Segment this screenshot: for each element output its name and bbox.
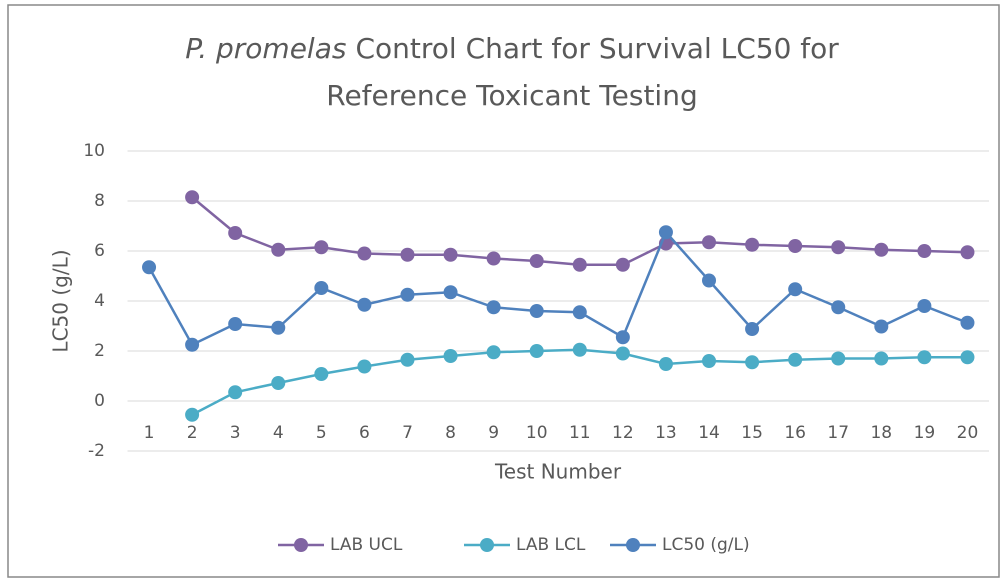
x-tick-label: 1 — [144, 423, 155, 443]
x-tick-label: 10 — [526, 423, 548, 443]
y-tick-label: 4 — [94, 291, 105, 311]
x-tick-label: 14 — [698, 423, 720, 443]
data-point — [529, 344, 544, 358]
data-point — [917, 350, 932, 365]
data-point — [486, 251, 501, 266]
data-point — [185, 190, 200, 205]
data-point — [745, 322, 760, 336]
x-tick-label: 4 — [273, 423, 284, 443]
data-point — [314, 240, 329, 255]
data-point — [357, 246, 372, 261]
data-point — [702, 235, 717, 250]
data-point — [615, 257, 630, 272]
title-line: Reference Toxicant Testing — [326, 79, 697, 112]
data-point — [572, 342, 587, 357]
data-point — [357, 297, 372, 312]
data-point — [917, 299, 932, 313]
title-part: Control Chart for Survival LC50 for — [355, 32, 839, 65]
x-tick-label: 20 — [957, 423, 979, 443]
data-point — [529, 254, 544, 268]
data-point — [142, 260, 157, 275]
data-point — [658, 225, 673, 240]
x-tick-label: 5 — [316, 423, 327, 443]
legend-label: LAB LCL — [516, 535, 586, 555]
data-point — [314, 281, 329, 295]
y-tick-label: 10 — [83, 141, 105, 161]
data-point — [874, 242, 889, 257]
data-point — [228, 317, 243, 331]
data-point — [486, 345, 501, 360]
data-point — [357, 359, 372, 374]
data-point — [702, 273, 717, 288]
data-point — [400, 247, 415, 262]
x-tick-label: 15 — [741, 423, 763, 443]
data-point — [960, 245, 975, 260]
x-tick-label: 6 — [359, 423, 370, 443]
data-point — [529, 304, 544, 318]
x-tick-label: 8 — [445, 423, 456, 443]
data-point — [831, 351, 846, 366]
x-axis-title: Test Number — [494, 460, 622, 484]
data-point — [271, 242, 286, 257]
y-tick-label: 6 — [94, 241, 105, 261]
data-point — [443, 285, 458, 300]
data-point — [874, 351, 889, 366]
data-point — [788, 282, 803, 297]
data-point — [788, 352, 803, 367]
data-point — [831, 240, 846, 255]
data-point — [271, 376, 286, 390]
data-point — [314, 367, 329, 381]
y-axis-title: LC50 (g/L) — [49, 249, 73, 352]
data-point — [228, 385, 243, 400]
data-point — [615, 330, 630, 345]
x-tick-label: 19 — [914, 423, 936, 443]
data-point — [185, 407, 200, 422]
data-point — [443, 247, 458, 262]
chart-frame — [7, 4, 1000, 578]
data-point — [831, 300, 846, 315]
y-tick-label: 2 — [94, 341, 105, 361]
y-tick-label: 0 — [94, 391, 105, 411]
x-tick-label: 3 — [230, 423, 241, 443]
x-tick-label: 16 — [784, 423, 806, 443]
data-point — [702, 354, 717, 368]
legend-marker — [480, 538, 494, 552]
x-tick-label: 9 — [488, 423, 499, 443]
legend-marker — [626, 538, 640, 552]
y-tick-label: 8 — [94, 191, 105, 211]
x-tick-label: 17 — [827, 423, 849, 443]
data-point — [960, 315, 975, 330]
data-point — [271, 320, 286, 335]
data-point — [788, 239, 803, 253]
x-tick-label: 7 — [402, 423, 413, 443]
series-line — [147, 229, 968, 347]
legend-marker — [294, 538, 308, 552]
x-tick-label: 12 — [612, 423, 634, 443]
x-tick-label: 13 — [655, 423, 677, 443]
data-point — [400, 352, 415, 367]
legend-label: LC50 (g/L) — [662, 535, 750, 555]
data-point — [185, 337, 200, 352]
x-tick-label: 2 — [187, 423, 198, 443]
data-point — [745, 237, 760, 252]
chart-title: P. promelas Control Chart for Survival LC… — [185, 32, 839, 65]
data-point — [443, 349, 458, 363]
x-tick-label: 11 — [569, 423, 591, 443]
x-tick-label: 18 — [870, 423, 892, 443]
data-point — [960, 350, 975, 365]
title-italic: P. promelas — [185, 32, 346, 65]
legend-label: LAB UCL — [330, 535, 403, 555]
data-point — [400, 287, 415, 302]
data-point — [615, 346, 630, 361]
data-point — [658, 357, 673, 371]
data-point — [486, 300, 501, 315]
data-point — [745, 355, 760, 370]
data-point — [572, 305, 587, 320]
y-tick-label: -2 — [88, 441, 105, 461]
data-point — [572, 257, 587, 272]
data-point — [228, 226, 243, 240]
data-point — [874, 319, 889, 334]
data-point — [917, 244, 932, 258]
